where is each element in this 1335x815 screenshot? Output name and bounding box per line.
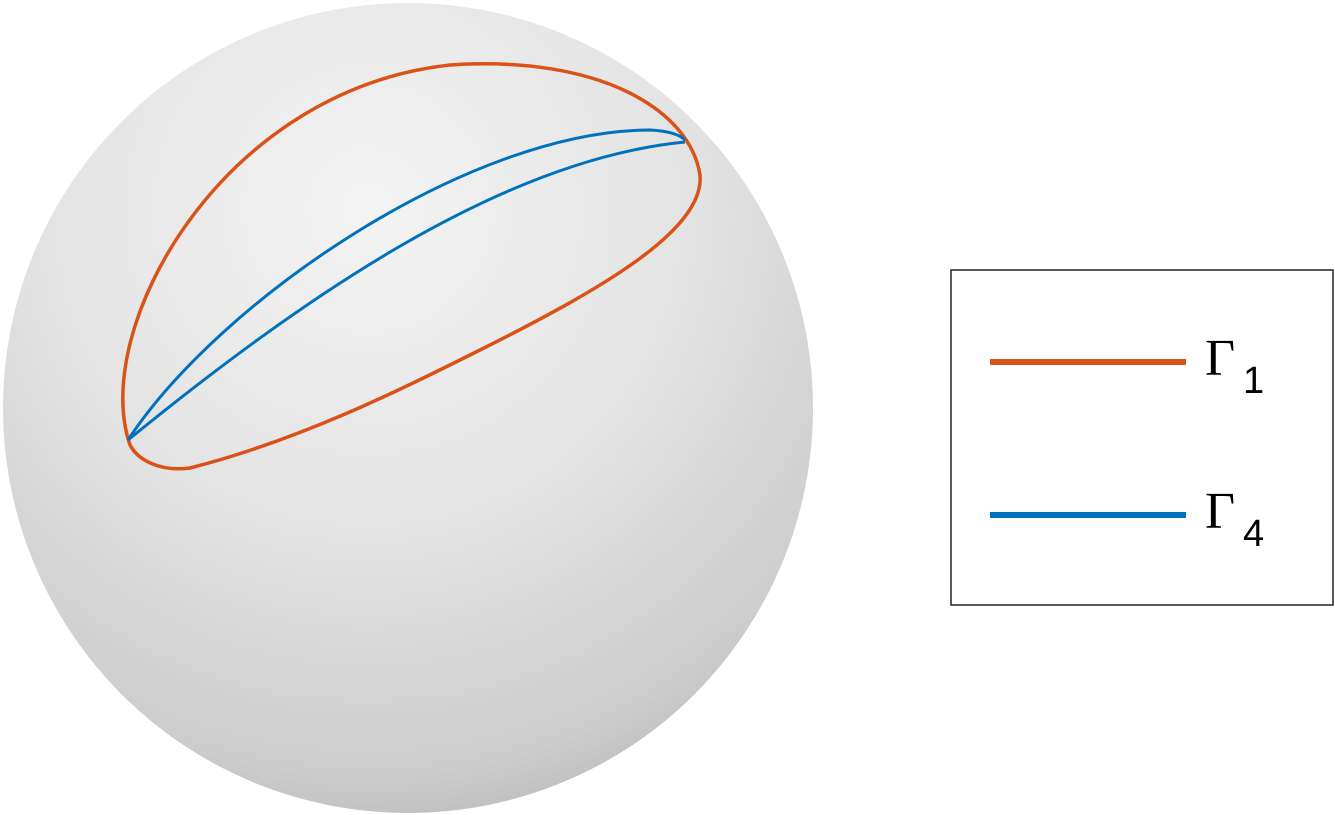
- legend-symbol: Γ: [1205, 483, 1235, 540]
- curve-gamma-4: [126, 128, 687, 441]
- legend: Γ 1 Γ 4: [950, 269, 1334, 606]
- legend-subscript: 1: [1243, 360, 1264, 402]
- curve-gamma-4: [127, 140, 686, 442]
- legend-box: [950, 269, 1334, 606]
- sphere: [3, 3, 813, 813]
- curve-gamma-1: [121, 62, 702, 471]
- legend-subscript: 4: [1243, 513, 1264, 555]
- legend-symbol: Γ: [1205, 330, 1235, 387]
